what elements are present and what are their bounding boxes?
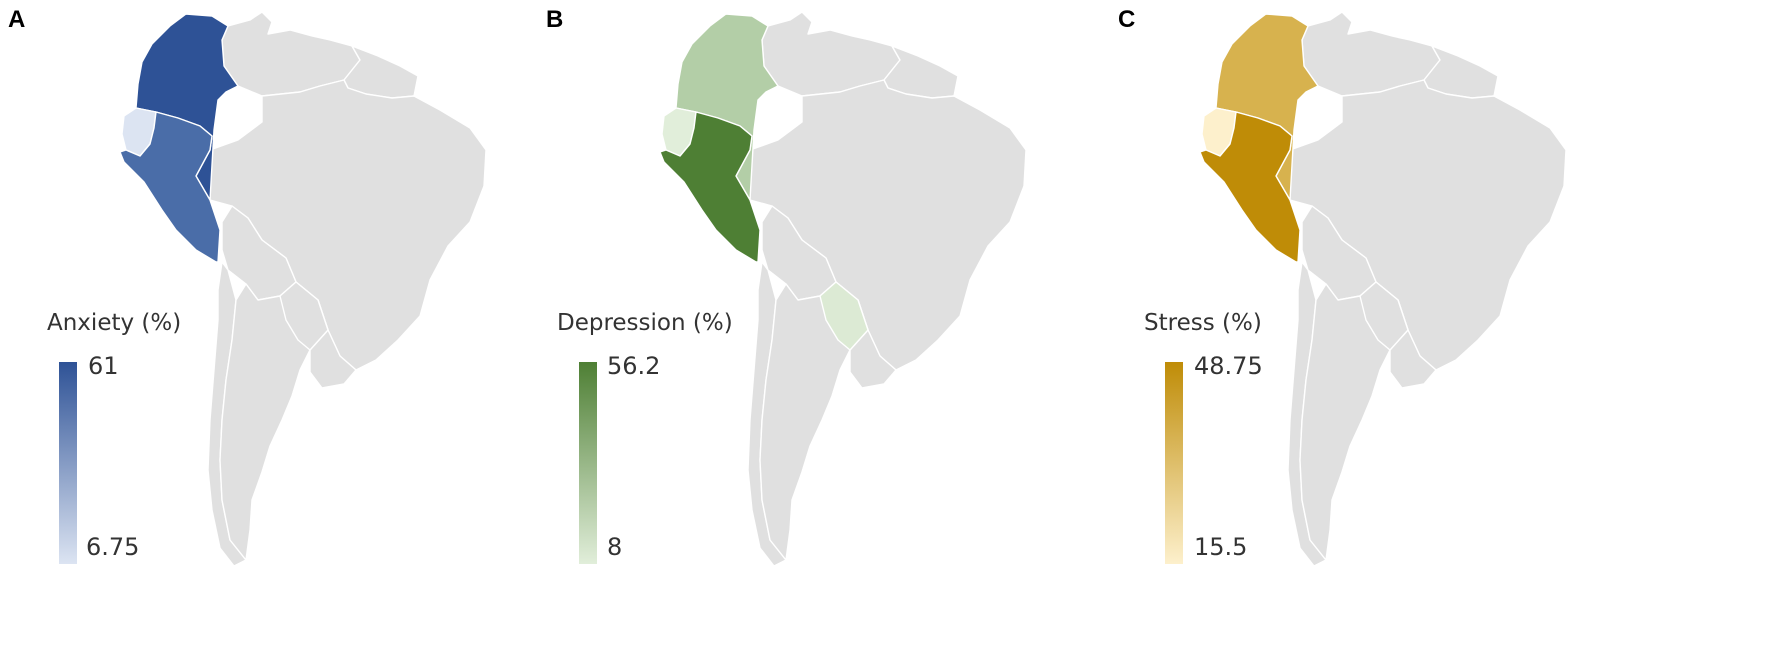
map-base-countries	[195, 11, 487, 567]
country-paraguay	[1359, 281, 1409, 351]
panel-depression: B Depression (%) 56.2 8	[540, 0, 1140, 666]
panel-stress: C Stress (%) 48.75 15.5	[1080, 0, 1680, 666]
country-uruguay	[309, 329, 357, 389]
map-highlight-countries	[659, 13, 869, 351]
country-peru	[119, 111, 221, 263]
legend-title: Depression (%)	[557, 310, 733, 336]
country-venezuela	[221, 11, 361, 97]
south-america-map	[659, 11, 1027, 567]
country-peru	[659, 111, 761, 263]
legend-title: Stress (%)	[1144, 310, 1262, 336]
legend-color-bar	[1165, 362, 1183, 564]
country-uruguay	[1389, 329, 1437, 389]
panel-label: A	[8, 6, 26, 33]
panel-anxiety: A Anxiety (%) 61 6.75	[0, 0, 600, 666]
legend-min-value: 15.5	[1194, 533, 1248, 561]
panel-label: B	[546, 6, 564, 33]
legend-color-bar	[59, 362, 77, 564]
map-highlight-countries	[1199, 13, 1409, 351]
south-america-map	[1199, 11, 1567, 567]
map-base-countries	[735, 11, 1027, 567]
map-base-countries	[1275, 11, 1567, 567]
panel-label: C	[1118, 6, 1136, 33]
country-venezuela	[761, 11, 901, 97]
country-paraguay	[819, 281, 869, 351]
legend-min-value: 8	[607, 533, 623, 561]
legend-title: Anxiety (%)	[47, 310, 182, 336]
map-highlight-countries	[119, 13, 329, 351]
country-venezuela	[1301, 11, 1441, 97]
country-peru	[1199, 111, 1301, 263]
country-paraguay	[279, 281, 329, 351]
legend-color-bar	[579, 362, 597, 564]
south-america-map	[119, 11, 487, 567]
legend-max-value: 48.75	[1194, 352, 1263, 380]
country-uruguay	[849, 329, 897, 389]
legend-max-value: 61	[88, 352, 119, 380]
legend-max-value: 56.2	[607, 352, 661, 380]
legend-min-value: 6.75	[86, 533, 140, 561]
